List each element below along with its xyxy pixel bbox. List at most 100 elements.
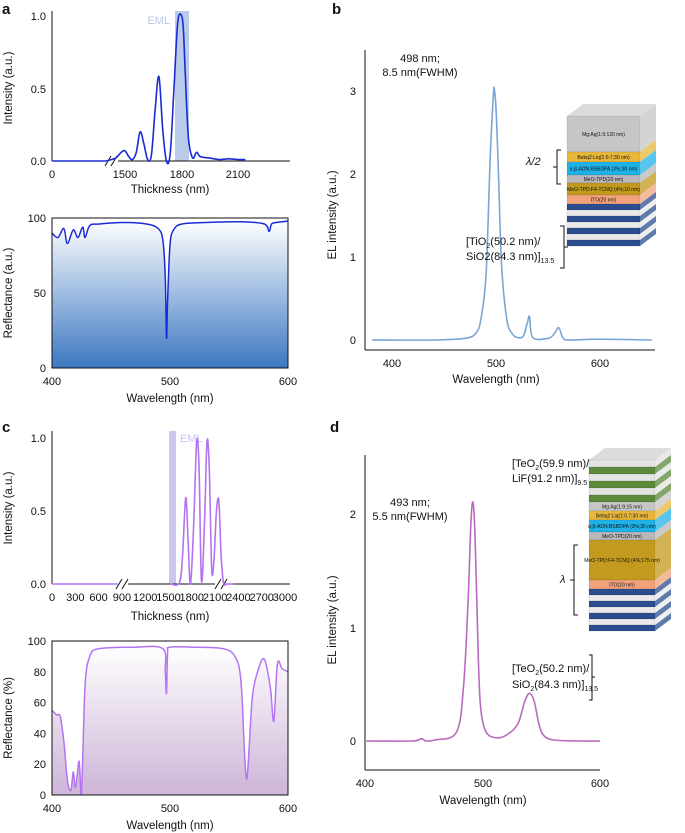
panel-label-a: a <box>2 1 11 18</box>
series-line-b <box>371 86 653 341</box>
eml-label-c: EML <box>180 433 203 445</box>
bottom-mirror-label-d: [TeO2(50.2 nm)/ SiO2(84.3 nm)]13.5 <box>512 663 598 693</box>
stack-d-top-mirror-layer-side <box>655 462 671 481</box>
stack-d-layer-label: MeO-TPD(20 nm) <box>602 534 642 540</box>
device-stack-d: Mg:Ag(1:9;15 nm) Bebq2:Liq(1:0.7;30 nm) α,… <box>584 448 671 632</box>
ytick-label: 2 <box>350 509 356 521</box>
ytick-label: 3 <box>350 86 356 98</box>
x-axis-label: Wavelength (nm) <box>126 820 213 832</box>
cavity-label-b: λ/2 <box>525 156 541 168</box>
xtick-label: 400 <box>383 358 401 370</box>
stack-d-dbr-layer <box>588 618 656 626</box>
stack-d-layer-label: MeO-TPD:F4-TCNQ (4%;175 nm) <box>584 558 660 564</box>
svg-text:LiF(91.2 nm)]9.5: LiF(91.2 nm)]9.5 <box>512 473 587 487</box>
stack-d-layer-side <box>655 568 671 589</box>
svg-text:[TiO2(50.2 nm)/: [TiO2(50.2 nm)/ <box>466 236 541 250</box>
ytick-label: 100 <box>28 636 46 648</box>
series-line-a-top <box>52 13 246 165</box>
stack-d-dbr-layer-side <box>655 607 671 625</box>
ytick-label: 2 <box>350 169 356 181</box>
ytick-label: 0 <box>40 363 46 375</box>
device-stack-b: Mg:Ag(1:9;120 nm) Bebq2:Liq(1:0.7;30 nm) α… <box>566 104 656 247</box>
xtick-label: 2400 <box>226 592 250 604</box>
stack-b-layer-label: ITO(20 nm) <box>591 198 617 204</box>
stack-d-top-mirror-layer-side <box>655 448 671 467</box>
mirror-label-part: SiO2(84.3 nm)] <box>466 251 541 263</box>
stack-d-dbr-layer-side <box>655 595 671 613</box>
series-line-a-bottom <box>51 220 289 339</box>
xtick-label: 0 <box>49 169 55 181</box>
stack-b-dbr-layer <box>566 233 641 241</box>
stack-d-layer-label: α,β-ADN:BSBDPA (3%;30 nm) <box>588 524 656 530</box>
ytick-label: 40 <box>34 728 46 740</box>
cavity-bracket-d <box>570 544 578 616</box>
stack-b-dbr-layer-side <box>640 192 656 210</box>
chart-c-top: EML 0 300 600 900 12001500180021002400270030… <box>3 431 297 623</box>
xtick-label: 500 <box>487 358 505 370</box>
svg-text:[TeO2(50.2 nm)/: [TeO2(50.2 nm)/ <box>512 663 590 677</box>
stack-b-layer-side <box>640 140 656 162</box>
stack-d-layer-side <box>655 528 671 580</box>
stack-b-dbr-layer-side <box>640 216 656 234</box>
svg-text:[TeO2(59.9 nm)/: [TeO2(59.9 nm)/ <box>512 458 590 472</box>
ytick-label: 0.0 <box>31 579 46 591</box>
cavity-bracket-b <box>553 149 561 185</box>
ytick-group-c-bottom: 0 20 40 60 80 100 <box>28 636 46 802</box>
xtick-label: 600 <box>279 376 297 388</box>
chart-b: 400 500 600 0 1 2 3 Wavelength (nm) EL i… <box>327 50 656 386</box>
ytick-label: 50 <box>34 288 46 300</box>
stack-d-layer-side <box>655 508 671 532</box>
stack-b-dbr-layer <box>566 227 641 235</box>
mirror-bracket-d <box>589 654 595 701</box>
xtick-label: 600 <box>591 778 609 790</box>
stack-d-dbr-layer <box>588 606 656 614</box>
xtick-label: 900 <box>113 592 131 604</box>
xtick-label: 1500 <box>113 169 137 181</box>
xtick-label: 500 <box>474 778 492 790</box>
stack-b-layer-side <box>640 104 656 152</box>
y-axis-label: EL intensity (a.u.) <box>327 170 339 259</box>
svg-text:SiO2(84.3 nm)]13.5: SiO2(84.3 nm)]13.5 <box>466 251 554 265</box>
ytick-label: 1 <box>350 623 356 635</box>
mirror-label-sub: 13.5 <box>584 686 598 693</box>
ytick-label: 1.0 <box>31 433 46 445</box>
xtick-label: 3000 <box>273 592 297 604</box>
mirror-label-part: [TeO <box>512 663 536 675</box>
stack-d-top-face <box>589 448 671 460</box>
axis-break-c-left <box>115 578 129 590</box>
stack-b-dbr-layer <box>566 209 641 217</box>
xtick-label: 1500 <box>156 592 180 604</box>
chart-a-top: EML 0 1500 1800 2100 0.0 0.5 1.0 Thickne… <box>3 11 290 196</box>
xtick-label: 400 <box>43 376 61 388</box>
stack-d-top-mirror-layer-side <box>655 483 671 502</box>
chart-d: 400 500 600 0 1 2 Wavelength (nm) EL int… <box>327 448 671 807</box>
mirror-label-part: (84.3 nm)] <box>534 679 584 691</box>
stack-d-dbr-layer <box>588 594 656 602</box>
mirror-label-b: [TiO2(50.2 nm)/ SiO2(84.3 nm)]13.5 <box>466 236 554 265</box>
stack-d-dbr-layer <box>588 612 656 620</box>
stack-d-top-mirror-layer-side <box>655 455 671 474</box>
series-area-c-bottom <box>52 646 288 795</box>
panel-label-d: d <box>330 419 339 436</box>
stack-b-dbr-layer-side <box>640 210 656 228</box>
stack-b-layer-side <box>640 163 656 183</box>
series-line-c-bottom <box>51 645 289 795</box>
stack-d-dbr-layer <box>588 624 656 632</box>
mirror-label-sub: 2 <box>530 686 534 693</box>
x-axis-label: Thickness (nm) <box>131 184 210 196</box>
chart-c-bottom: 0 20 40 60 80 100 400 500 600 Wavelength (nm)… <box>3 636 297 832</box>
eml-label-a: EML <box>147 15 170 27</box>
xtick-label: 600 <box>89 592 107 604</box>
stack-b-layer-label: α,β-ADN:BSBDPA (3%;30 nm) <box>570 167 638 173</box>
panel-label-c: c <box>2 419 10 436</box>
xtick-label: 1200 <box>133 592 157 604</box>
stack-d-dbr-layer <box>588 588 656 596</box>
stack-d-top-mirror-layer <box>588 480 656 489</box>
mirror-label-part: LiF(91.2 nm)] <box>512 473 577 485</box>
ytick-label: 1 <box>350 252 356 264</box>
xtick-label: 0 <box>49 592 55 604</box>
plot-frame-c-bottom <box>51 640 289 796</box>
y-axis-label: EL intensity (a.u.) <box>327 575 339 664</box>
stack-d-top-mirror-layer <box>588 459 656 468</box>
